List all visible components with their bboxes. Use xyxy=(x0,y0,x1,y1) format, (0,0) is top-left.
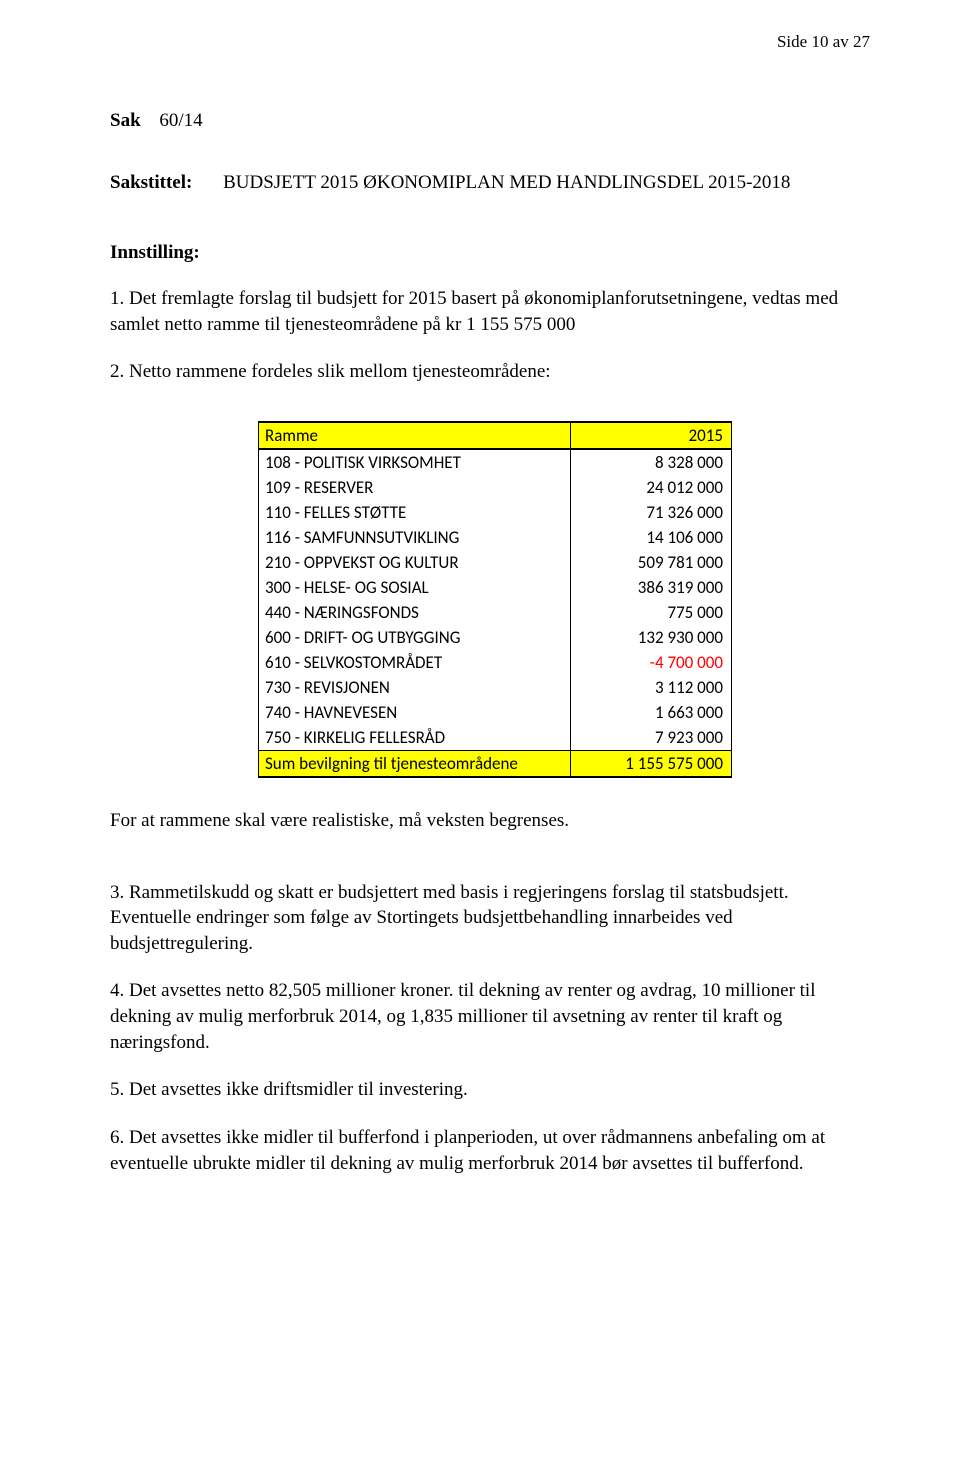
paragraph-1: 1. Det fremlagte forslag til budsjett fo… xyxy=(110,286,870,337)
table-sum-label: Sum bevilgning til tjenesteområdene xyxy=(259,750,571,777)
table-row: 440 - NÆRINGSFONDS775 000 xyxy=(259,600,732,625)
page-number: Side 10 av 27 xyxy=(777,32,870,52)
table-row: 109 - RESERVER24 012 000 xyxy=(259,475,732,500)
table-cell-value: 14 106 000 xyxy=(571,525,732,550)
budget-table-wrap: Ramme 2015 108 - POLITISK VIRKSOMHET8 32… xyxy=(258,421,732,778)
document-page: Side 10 av 27 Sak 60/14 Sakstittel: BUDS… xyxy=(0,0,960,1470)
table-cell-value: 775 000 xyxy=(571,600,732,625)
table-header-row: Ramme 2015 xyxy=(259,422,732,449)
case-label: Sak xyxy=(110,110,141,131)
table-row: 600 - DRIFT- OG UTBYGGING132 930 000 xyxy=(259,625,732,650)
table-row: 116 - SAMFUNNSUTVIKLING14 106 000 xyxy=(259,525,732,550)
table-cell-label: 116 - SAMFUNNSUTVIKLING xyxy=(259,525,571,550)
table-cell-label: 750 - KIRKELIG FELLESRÅD xyxy=(259,725,571,751)
paragraph-6: 6. Det avsettes ikke midler til bufferfo… xyxy=(110,1125,870,1176)
table-cell-label: 740 - HAVNEVESEN xyxy=(259,700,571,725)
table-sum-value: 1 155 575 000 xyxy=(571,750,732,777)
table-cell-value: 8 328 000 xyxy=(571,449,732,475)
table-row: 110 - FELLES STØTTE71 326 000 xyxy=(259,500,732,525)
table-sum-row: Sum bevilgning til tjenesteområdene1 155… xyxy=(259,750,732,777)
table-header-right: 2015 xyxy=(571,422,732,449)
innstilling-heading: Innstilling: xyxy=(110,242,870,264)
title-label: Sakstittel: xyxy=(110,172,192,193)
table-cell-value: 132 930 000 xyxy=(571,625,732,650)
table-cell-label: 108 - POLITISK VIRKSOMHET xyxy=(259,449,571,475)
paragraph-4: 4. Det avsettes netto 82,505 millioner k… xyxy=(110,978,870,1055)
table-cell-label: 440 - NÆRINGSFONDS xyxy=(259,600,571,625)
table-cell-label: 600 - DRIFT- OG UTBYGGING xyxy=(259,625,571,650)
table-header-left: Ramme xyxy=(259,422,571,449)
table-cell-value: 1 663 000 xyxy=(571,700,732,725)
table-cell-label: 210 - OPPVEKST OG KULTUR xyxy=(259,550,571,575)
budget-table: Ramme 2015 108 - POLITISK VIRKSOMHET8 32… xyxy=(258,421,732,778)
table-cell-value: 386 319 000 xyxy=(571,575,732,600)
title-line: Sakstittel: BUDSJETT 2015 ØKONOMIPLAN ME… xyxy=(110,172,870,194)
table-cell-value: 509 781 000 xyxy=(571,550,732,575)
table-row: 740 - HAVNEVESEN1 663 000 xyxy=(259,700,732,725)
table-cell-value: 7 923 000 xyxy=(571,725,732,751)
table-cell-label: 110 - FELLES STØTTE xyxy=(259,500,571,525)
paragraph-3a: 3. Rammetilskudd og skatt er budsjettert… xyxy=(110,880,870,906)
table-cell-label: 610 - SELVKOSTOMRÅDET xyxy=(259,650,571,675)
after-table-text: For at rammene skal være realistiske, må… xyxy=(110,808,870,834)
case-line: Sak 60/14 xyxy=(110,110,870,132)
table-row: 750 - KIRKELIG FELLESRÅD7 923 000 xyxy=(259,725,732,751)
table-cell-value: -4 700 000 xyxy=(571,650,732,675)
table-cell-label: 300 - HELSE- OG SOSIAL xyxy=(259,575,571,600)
table-cell-value: 24 012 000 xyxy=(571,475,732,500)
table-cell-value: 71 326 000 xyxy=(571,500,732,525)
table-row: 108 - POLITISK VIRKSOMHET8 328 000 xyxy=(259,449,732,475)
table-row: 210 - OPPVEKST OG KULTUR509 781 000 xyxy=(259,550,732,575)
table-row: 730 - REVISJONEN3 112 000 xyxy=(259,675,732,700)
table-cell-value: 3 112 000 xyxy=(571,675,732,700)
table-row: 610 - SELVKOSTOMRÅDET-4 700 000 xyxy=(259,650,732,675)
paragraph-2: 2. Netto rammene fordeles slik mellom tj… xyxy=(110,359,870,385)
paragraph-3b: Eventuelle endringer som følge av Storti… xyxy=(110,905,870,956)
table-row: 300 - HELSE- OG SOSIAL386 319 000 xyxy=(259,575,732,600)
title-value: BUDSJETT 2015 ØKONOMIPLAN MED HANDLINGSD… xyxy=(223,172,790,193)
table-cell-label: 730 - REVISJONEN xyxy=(259,675,571,700)
paragraph-5: 5. Det avsettes ikke driftsmidler til in… xyxy=(110,1077,870,1103)
case-number: 60/14 xyxy=(159,110,202,131)
table-cell-label: 109 - RESERVER xyxy=(259,475,571,500)
